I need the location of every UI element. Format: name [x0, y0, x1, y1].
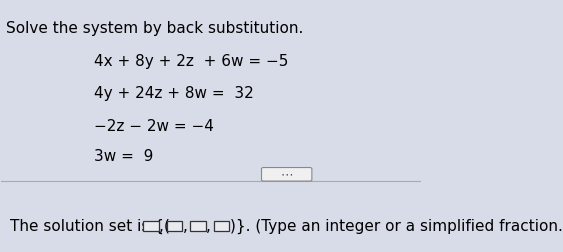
Text: −2z − 2w = −4: −2z − 2w = −4	[93, 118, 213, 134]
Text: 4x + 8y + 2z  + 6w = −5: 4x + 8y + 2z + 6w = −5	[93, 54, 288, 69]
FancyBboxPatch shape	[214, 221, 229, 232]
Text: 3w =  9: 3w = 9	[93, 148, 153, 163]
Text: ,: ,	[182, 218, 187, 233]
Text: ,: ,	[206, 218, 211, 233]
Text: The solution set is {(: The solution set is {(	[10, 218, 169, 233]
Text: ,: ,	[159, 218, 164, 233]
FancyBboxPatch shape	[190, 221, 205, 232]
Text: Solve the system by back substitution.: Solve the system by back substitution.	[6, 21, 303, 36]
FancyBboxPatch shape	[262, 168, 312, 181]
Text: )}. (Type an integer or a simplified fraction.): )}. (Type an integer or a simplified fra…	[230, 218, 563, 233]
FancyBboxPatch shape	[167, 221, 182, 232]
Text: ⋯: ⋯	[280, 168, 293, 181]
FancyBboxPatch shape	[143, 221, 159, 232]
Text: 4y + 24z + 8w =  32: 4y + 24z + 8w = 32	[93, 86, 253, 101]
